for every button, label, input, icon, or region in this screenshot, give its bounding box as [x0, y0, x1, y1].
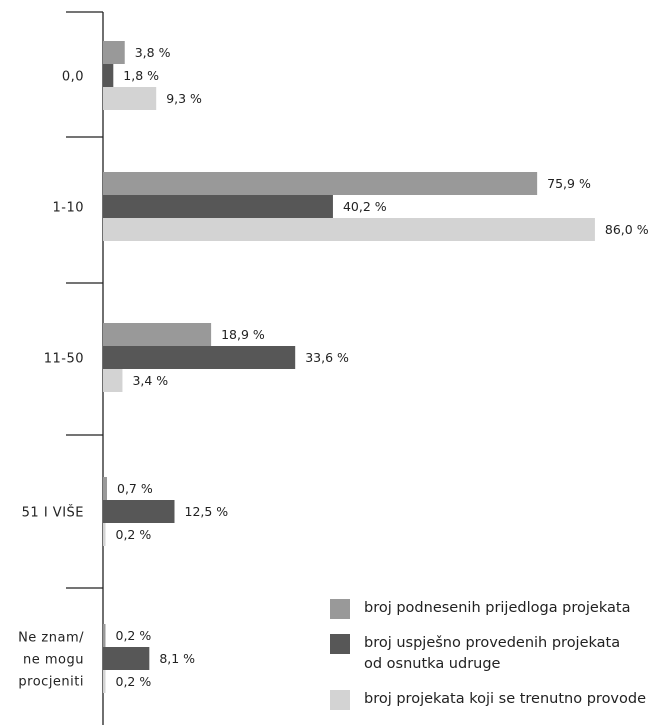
bar-2-1	[103, 346, 296, 369]
bar-3-1	[103, 500, 175, 523]
value-label-3-0: 0,7 %	[117, 481, 153, 496]
bar-1-1	[103, 195, 333, 218]
value-label-4-1: 8,1 %	[159, 651, 195, 666]
bar-0-0	[103, 41, 125, 64]
category-label-line: Ne znam/	[18, 631, 84, 646]
value-label-3-1: 12,5 %	[185, 504, 229, 519]
value-label-4-0: 0,2 %	[116, 628, 152, 643]
category-label-line: 51 I VIŠE	[22, 505, 84, 521]
bars	[103, 41, 595, 693]
labels: 3,8 % 1,8 % 9,3 % 0,0 75,9 % 40,2 % 86,0 % 1-10…	[18, 45, 649, 690]
legend-item-ongoing: broj projekata koji se trenutno provode	[330, 689, 666, 710]
category-label-line: 11-50	[44, 352, 84, 367]
legend-swatch-completed	[330, 634, 350, 654]
category-label-line: 0,0	[62, 70, 84, 85]
category-label-line: procjeniti	[18, 675, 84, 690]
category-label-1: 1-10	[52, 201, 84, 216]
bar-3-2	[103, 523, 106, 546]
category-label-0: 0,0	[62, 70, 84, 85]
value-label-3-2: 0,2 %	[116, 527, 152, 542]
value-label-1-0: 75,9 %	[547, 176, 591, 191]
value-label-0-1: 1,8 %	[123, 68, 159, 83]
legend-label-submitted: broj podnesenih prijedloga projekata	[364, 600, 631, 616]
bar-3-0	[103, 477, 108, 500]
bar-0-1	[103, 64, 114, 87]
value-label-0-0: 3,8 %	[135, 45, 171, 60]
category-label-3: 51 I VIŠE	[22, 505, 84, 521]
bar-0-2	[103, 87, 157, 110]
bar-2-2	[103, 369, 123, 392]
bar-1-2	[103, 218, 595, 241]
value-label-0-2: 9,3 %	[166, 91, 202, 106]
value-label-1-2: 86,0 %	[605, 222, 649, 237]
legend-label-ongoing: broj projekata koji se trenutno provode	[364, 691, 647, 707]
value-label-2-0: 18,9 %	[221, 327, 265, 342]
category-label-line: 1-10	[52, 201, 84, 216]
bar-4-1	[103, 647, 150, 670]
category-label-2: 11-50	[44, 352, 84, 367]
legend-swatch-submitted	[330, 599, 350, 619]
value-label-4-2: 0,2 %	[116, 674, 152, 689]
value-label-2-2: 3,4 %	[132, 373, 168, 388]
bar-2-0	[103, 323, 212, 346]
y-axis	[66, 11, 104, 725]
bar-4-2	[103, 670, 106, 693]
legend-label-completed: broj uspješno provedenih projekata od os…	[364, 635, 621, 672]
legend-item-completed: broj uspješno provedenih projekata od os…	[330, 633, 666, 675]
bar-4-0	[103, 624, 106, 647]
legend-swatch-ongoing	[330, 690, 350, 710]
bar-1-0	[103, 172, 538, 195]
category-label-4: Ne znam/ne mogu procjeniti	[18, 631, 84, 690]
category-label-line: ne mogu	[23, 653, 84, 668]
value-label-1-1: 40,2 %	[343, 199, 387, 214]
value-label-2-1: 33,6 %	[305, 350, 349, 365]
legend-item-submitted: broj podnesenih prijedloga projekata	[330, 598, 666, 619]
legend: broj podnesenih prijedloga projekata bro…	[330, 598, 666, 724]
